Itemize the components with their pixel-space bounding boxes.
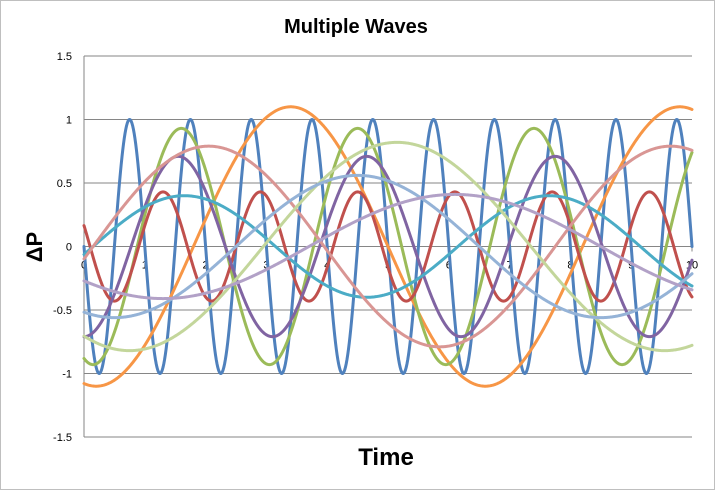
series-line-9: [82, 173, 694, 320]
y-tick-label: 1.5: [57, 51, 72, 63]
y-tick-label: -1.5: [53, 432, 72, 444]
y-tick-label: 0.5: [57, 178, 72, 190]
series-line-3: [82, 126, 694, 367]
y-tick-label: -0.5: [53, 305, 72, 317]
series-lines: [82, 105, 694, 388]
series-line-7: [82, 144, 694, 349]
y-tick-label: -1: [62, 369, 72, 381]
series-line-4: [82, 190, 694, 303]
series-line-2: [82, 105, 694, 388]
y-axis-label: ΔP: [22, 232, 47, 263]
series-line-5: [82, 154, 694, 339]
y-tick-labels: 1.5 1 0.5 0 -0.5 -1 -1.5: [53, 51, 72, 444]
chart-title: Multiple Waves: [284, 16, 428, 38]
series-line-8: [82, 140, 694, 353]
grid-lines: [84, 55, 692, 438]
y-tick-label: 0: [66, 242, 72, 254]
y-tick-label: 1: [66, 115, 72, 127]
x-axis-label: Time: [358, 444, 414, 471]
series-line-6: [82, 194, 694, 299]
series-line-10: [82, 192, 694, 301]
